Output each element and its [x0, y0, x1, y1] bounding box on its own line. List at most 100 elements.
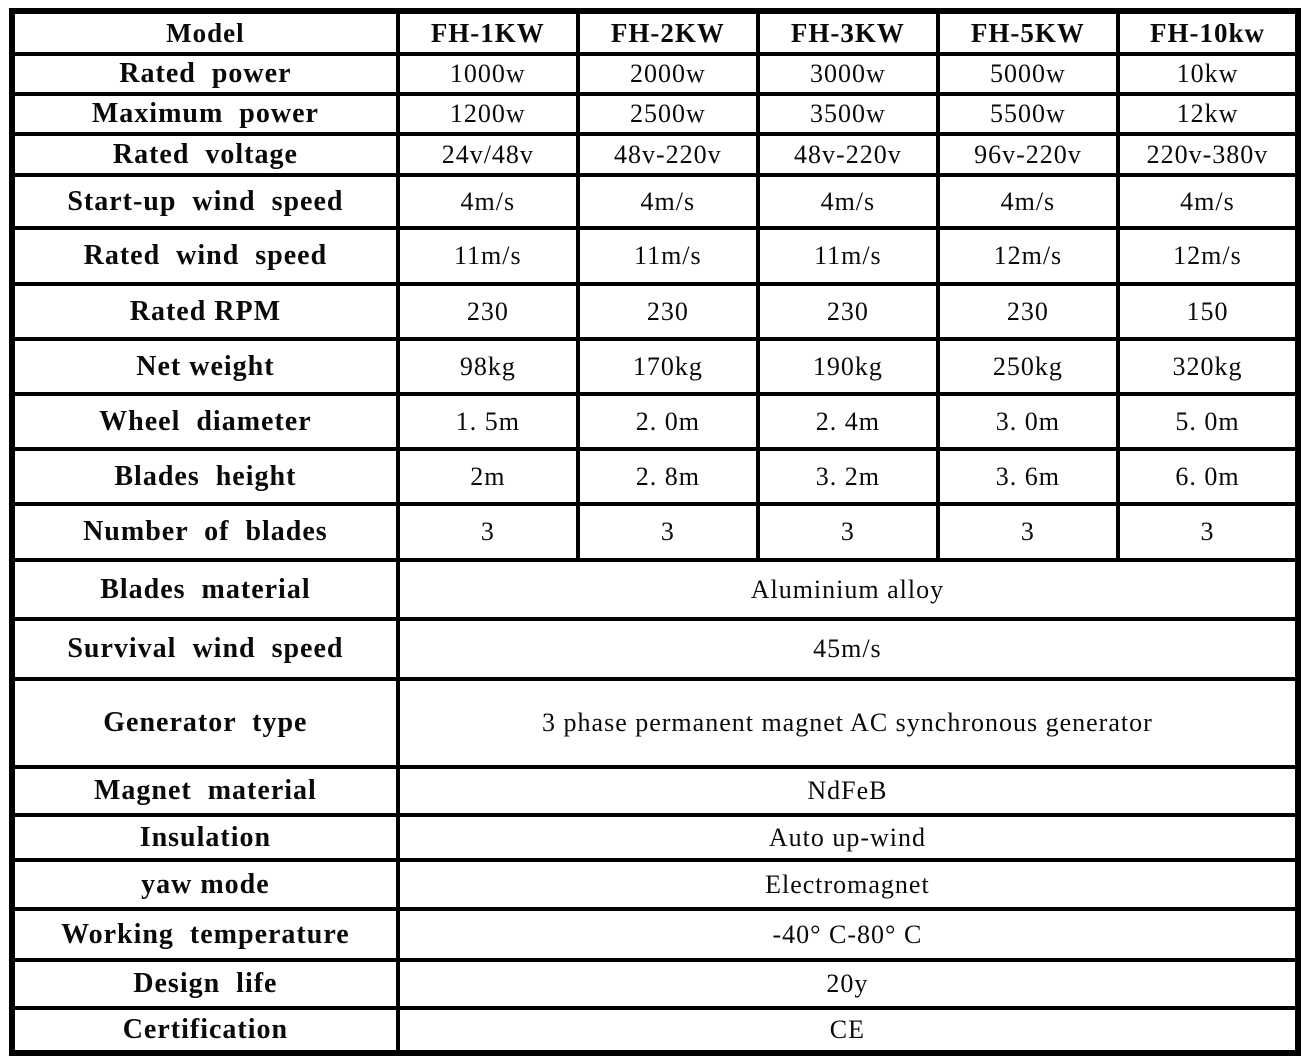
- cell-value: 230: [395, 282, 580, 341]
- cell-value-span: 45m/s: [395, 617, 1301, 681]
- table-row-yaw-mode: yaw mode Electromagnet: [10, 858, 1301, 911]
- cell-value: 12m/s: [935, 226, 1120, 286]
- table-row-generator-type: Generator type 3 phase permanent magnet …: [10, 677, 1301, 769]
- table-row-survival-wind-speed: Survival wind speed 45m/s: [10, 617, 1301, 681]
- cell-value-span: 3 phase permanent magnet AC synchronous …: [395, 677, 1301, 769]
- table-row-maximum-power: Maximum power 1200w 2500w 3500w 5500w 12…: [10, 92, 1301, 136]
- cell-value: 11m/s: [575, 226, 760, 286]
- cell-value-span: CE: [395, 1006, 1301, 1055]
- cell-value: 3: [935, 502, 1120, 562]
- cell-value: 2. 8m: [575, 447, 760, 506]
- row-label: Certification: [10, 1006, 400, 1055]
- table-row-number-of-blades: Number of blades 3 3 3 3 3: [10, 502, 1301, 562]
- row-label: Start-up wind speed: [10, 173, 400, 230]
- cell-value: 24v/48v: [395, 132, 580, 177]
- table-row-rated-voltage: Rated voltage 24v/48v 48v-220v 48v-220v …: [10, 132, 1301, 177]
- row-label: Net weight: [10, 337, 400, 396]
- cell-value-span: 20y: [395, 958, 1301, 1010]
- wind-turbine-spec-table: Model FH-1KW FH-2KW FH-3KW FH-5KW FH-10k…: [9, 8, 1301, 1056]
- table-row-working-temperature: Working temperature -40° C-80° C: [10, 907, 1301, 962]
- table-row-blades-height: Blades height 2m 2. 8m 3. 2m 3. 6m 6. 0m: [10, 447, 1301, 506]
- table-row-design-life: Design life 20y: [10, 958, 1301, 1010]
- cell-value-span: Electromagnet: [395, 858, 1301, 911]
- header-model-fh-2kw: FH-2KW: [575, 9, 760, 56]
- cell-value: 12m/s: [1115, 226, 1301, 286]
- cell-value: 250kg: [935, 337, 1120, 396]
- cell-value: 230: [755, 282, 940, 341]
- row-label: Blades material: [10, 558, 400, 621]
- cell-value: 3000w: [755, 52, 940, 96]
- cell-value: 1000w: [395, 52, 580, 96]
- cell-value-span: Aluminium alloy: [395, 558, 1301, 621]
- cell-value: 3. 6m: [935, 447, 1120, 506]
- table-row-magnet-material: Magnet material NdFeB: [10, 765, 1301, 817]
- cell-value: 2. 0m: [575, 392, 760, 451]
- header-model-fh-1kw: FH-1KW: [395, 9, 580, 56]
- row-label: Generator type: [10, 677, 400, 769]
- row-label: Rated power: [10, 52, 400, 96]
- cell-value: 4m/s: [755, 173, 940, 230]
- cell-value: 4m/s: [395, 173, 580, 230]
- cell-value: 48v-220v: [575, 132, 760, 177]
- cell-value-span: -40° C-80° C: [395, 907, 1301, 962]
- row-label: Blades height: [10, 447, 400, 506]
- row-label: Magnet material: [10, 765, 400, 817]
- row-label: Rated RPM: [10, 282, 400, 341]
- row-label: Rated wind speed: [10, 226, 400, 286]
- cell-value: 96v-220v: [935, 132, 1120, 177]
- table-row-rated-rpm: Rated RPM 230 230 230 230 150: [10, 282, 1301, 341]
- row-label: Insulation: [10, 813, 400, 862]
- table-row-rated-power: Rated power 1000w 2000w 3000w 5000w 10kw: [10, 52, 1301, 96]
- row-label: Number of blades: [10, 502, 400, 562]
- cell-value: 2. 4m: [755, 392, 940, 451]
- cell-value: 170kg: [575, 337, 760, 396]
- table-row-certification: Certification CE: [10, 1006, 1301, 1055]
- cell-value: 6. 0m: [1115, 447, 1301, 506]
- cell-value: 4m/s: [1115, 173, 1301, 230]
- row-label: Working temperature: [10, 907, 400, 962]
- cell-value: 230: [575, 282, 760, 341]
- row-label: yaw mode: [10, 858, 400, 911]
- table-row-rated-wind-speed: Rated wind speed 11m/s 11m/s 11m/s 12m/s…: [10, 226, 1301, 286]
- table-row-startup-wind-speed: Start-up wind speed 4m/s 4m/s 4m/s 4m/s …: [10, 173, 1301, 230]
- header-model-fh-3kw: FH-3KW: [755, 9, 940, 56]
- cell-value: 10kw: [1115, 52, 1301, 96]
- cell-value: 2m: [395, 447, 580, 506]
- cell-value: 2500w: [575, 92, 760, 136]
- cell-value: 230: [935, 282, 1120, 341]
- cell-value: 190kg: [755, 337, 940, 396]
- cell-value: 3500w: [755, 92, 940, 136]
- header-row: Model FH-1KW FH-2KW FH-3KW FH-5KW FH-10k…: [10, 9, 1301, 56]
- cell-value: 1200w: [395, 92, 580, 136]
- row-label: Survival wind speed: [10, 617, 400, 681]
- cell-value: 220v-380v: [1115, 132, 1301, 177]
- cell-value: 320kg: [1115, 337, 1301, 396]
- header-model-fh-5kw: FH-5KW: [935, 9, 1120, 56]
- cell-value: 5500w: [935, 92, 1120, 136]
- cell-value: 3: [755, 502, 940, 562]
- row-label: Design life: [10, 958, 400, 1010]
- cell-value: 3. 2m: [755, 447, 940, 506]
- cell-value: 1. 5m: [395, 392, 580, 451]
- table-row-insulation: Insulation Auto up-wind: [10, 813, 1301, 862]
- cell-value: 3: [1115, 502, 1301, 562]
- cell-value: 3. 0m: [935, 392, 1120, 451]
- cell-value-span: Auto up-wind: [395, 813, 1301, 862]
- header-model-fh-10kw: FH-10kw: [1115, 9, 1301, 56]
- cell-value-span: NdFeB: [395, 765, 1301, 817]
- cell-value: 11m/s: [755, 226, 940, 286]
- cell-value: 4m/s: [935, 173, 1120, 230]
- cell-value: 5000w: [935, 52, 1120, 96]
- cell-value: 3: [395, 502, 580, 562]
- table-row-net-weight: Net weight 98kg 170kg 190kg 250kg 320kg: [10, 337, 1301, 396]
- cell-value: 12kw: [1115, 92, 1301, 136]
- cell-value: 150: [1115, 282, 1301, 341]
- cell-value: 2000w: [575, 52, 760, 96]
- row-label: Rated voltage: [10, 132, 400, 177]
- table-row-blades-material: Blades material Aluminium alloy: [10, 558, 1301, 621]
- cell-value: 48v-220v: [755, 132, 940, 177]
- cell-value: 11m/s: [395, 226, 580, 286]
- cell-value: 5. 0m: [1115, 392, 1301, 451]
- row-label: Maximum power: [10, 92, 400, 136]
- cell-value: 98kg: [395, 337, 580, 396]
